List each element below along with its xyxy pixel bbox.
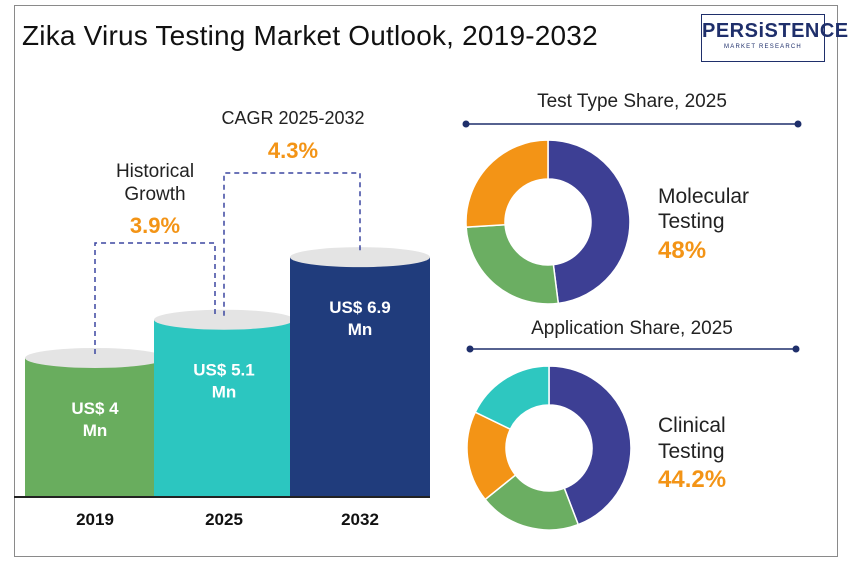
test-type-donut: [465, 139, 631, 305]
molecular-label-line2: Testing: [658, 210, 725, 233]
bar-value-label: US$ 4: [71, 399, 119, 418]
historical-growth-connector: [94, 242, 216, 354]
rule-end-dot-left: [462, 120, 470, 128]
bar-chart: US$ 4 Mn US$ 5.1 Mn US$ 6.9 Mn: [25, 247, 430, 497]
x-tick-label: 2019: [76, 510, 114, 529]
donut-slice-1: [465, 223, 560, 305]
clinical-label-line2: Testing: [658, 440, 725, 463]
bar-value-unit: Mn: [348, 320, 373, 339]
logo-wordmark: PERSiSTENCE: [702, 20, 849, 42]
company-logo: PERSiSTENCE MARKET RESEARCH: [701, 14, 849, 62]
donut-slice-3: [474, 365, 550, 431]
molecular-share-value: 48%: [658, 237, 706, 264]
growth-connectors: [94, 172, 361, 354]
cagr-label: CAGR 2025-2032: [221, 108, 364, 128]
molecular-label-line1: Molecular: [658, 185, 749, 208]
donut-slice-0: [548, 365, 632, 526]
test-type-chart-title: Test Type Share, 2025: [537, 91, 727, 112]
cagr-connector: [223, 172, 361, 316]
bar-value-label: US$ 6.9: [329, 298, 390, 317]
bar-cap-2032: [290, 247, 430, 268]
historical-label-line2: Growth: [124, 184, 185, 205]
rule-end-dot-left: [466, 345, 474, 353]
rule-end-dot-right: [792, 345, 800, 353]
application-donut: [466, 365, 632, 531]
logo-tagline: MARKET RESEARCH: [724, 44, 802, 50]
x-tick-label: 2025: [205, 510, 243, 529]
donut-slice-2: [465, 139, 549, 228]
cagr-value: 4.3%: [268, 138, 318, 163]
page-title: Zika Virus Testing Market Outlook, 2019-…: [22, 20, 598, 51]
clinical-share-value: 44.2%: [658, 466, 726, 493]
donut-slice-0: [547, 139, 631, 305]
bar-2032: [290, 257, 430, 497]
bar-value-label: US$ 5.1: [193, 361, 254, 380]
bar-2019: [25, 357, 165, 497]
bar-cap-2019: [25, 347, 165, 368]
x-tick-label: 2032: [341, 510, 379, 529]
historical-growth-value: 3.9%: [130, 213, 180, 238]
application-chart-title: Application Share, 2025: [531, 318, 733, 339]
clinical-label-line1: Clinical: [658, 414, 726, 437]
bar-value-unit: Mn: [83, 421, 108, 440]
bar-cap-2025: [154, 309, 294, 330]
x-axis-tick-labels: 2019 2025 2032: [76, 510, 379, 529]
historical-label-line1: Historical: [116, 161, 194, 182]
bar-2025: [154, 319, 294, 497]
rule-end-dot-right: [794, 120, 802, 128]
bar-value-unit: Mn: [212, 383, 237, 402]
